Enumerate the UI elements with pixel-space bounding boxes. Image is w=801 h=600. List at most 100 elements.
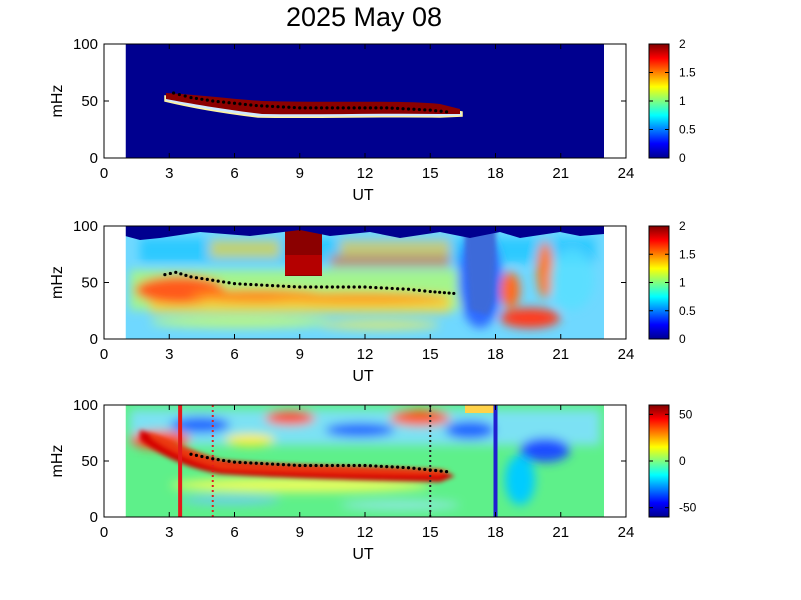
track-point <box>385 286 389 290</box>
track-point <box>444 470 449 474</box>
track-point <box>216 458 220 462</box>
track-point <box>281 463 286 467</box>
track-point <box>194 276 199 280</box>
colorbar-tick-label: 50 <box>679 407 693 421</box>
track-point <box>368 464 373 468</box>
y-tick-label: 0 <box>90 509 98 526</box>
track-point <box>314 106 318 110</box>
colorbar-tick-label: -50 <box>679 501 697 515</box>
track-point <box>447 291 451 295</box>
x-tick-label: 15 <box>422 524 439 541</box>
track-point <box>438 290 442 294</box>
track-point <box>189 95 193 100</box>
track-point <box>254 283 258 287</box>
track-point <box>260 104 264 108</box>
track-point <box>428 468 432 472</box>
track-point <box>347 106 351 110</box>
track-point <box>184 273 188 277</box>
track-point <box>385 106 389 110</box>
track-point <box>434 468 438 473</box>
track-point <box>309 106 313 110</box>
track-point <box>227 101 231 105</box>
track-point <box>172 91 176 95</box>
y-tick-label: 100 <box>73 397 98 414</box>
track-point <box>205 277 209 281</box>
x-tick-label: 21 <box>552 346 569 363</box>
y-tick-label: 50 <box>81 93 98 110</box>
track-point <box>303 285 307 289</box>
track-point <box>232 460 237 464</box>
track-point <box>298 285 302 289</box>
x-tick-label: 15 <box>422 165 439 182</box>
track-point <box>352 285 356 289</box>
track-point <box>287 284 291 289</box>
panel-3 <box>125 405 604 517</box>
track-point <box>287 463 291 467</box>
x-tick-label: 0 <box>100 165 108 182</box>
y-tick-label: 50 <box>81 275 98 292</box>
track-point <box>292 105 296 110</box>
track-point <box>254 461 258 465</box>
page-title: 2025 May 08 <box>285 2 443 32</box>
track-point <box>243 102 247 107</box>
track-point <box>330 463 334 468</box>
track-point <box>163 272 167 277</box>
x-tick-label: 6 <box>230 524 238 541</box>
colorbar-tick-label: 0 <box>679 151 686 165</box>
x-tick-label: 0 <box>100 346 108 363</box>
x-tick-label: 9 <box>296 524 304 541</box>
track-point <box>281 284 286 288</box>
track-point <box>265 462 269 466</box>
track-point <box>309 463 313 468</box>
x-tick-label: 3 <box>165 524 173 541</box>
track-point <box>222 100 226 104</box>
track-3 <box>189 452 449 474</box>
x-tick-label: 12 <box>357 524 374 541</box>
colorbar-tick-label: 1 <box>679 276 686 290</box>
track-point <box>401 287 405 291</box>
track-point <box>452 291 456 296</box>
track-point <box>401 107 405 111</box>
track-point <box>439 109 443 113</box>
track-point <box>179 272 183 276</box>
track-point <box>428 108 432 112</box>
track-point <box>177 92 181 97</box>
x-tick-label: 24 <box>618 165 635 182</box>
track-point <box>222 458 226 463</box>
track-point <box>423 108 427 112</box>
track-point <box>330 106 334 110</box>
track-point <box>439 469 443 473</box>
x-tick-label: 18 <box>487 524 504 541</box>
track-point <box>200 97 204 101</box>
track-point <box>352 463 356 468</box>
track-point <box>216 99 220 104</box>
y-tick-label: 0 <box>90 150 98 167</box>
track-point <box>319 285 324 289</box>
track-point <box>276 462 280 466</box>
track-point <box>270 284 275 288</box>
track-point <box>423 289 427 293</box>
track-point <box>232 282 237 286</box>
track-point <box>249 461 253 465</box>
track-point <box>200 276 204 281</box>
track-point <box>374 106 378 110</box>
track-point <box>243 461 247 465</box>
track-point <box>390 286 394 291</box>
x-tick-label: 21 <box>552 524 569 541</box>
track-point <box>396 287 400 291</box>
track-point <box>319 463 324 468</box>
x-tick-label: 18 <box>487 165 504 182</box>
track-point <box>412 288 416 292</box>
track-point <box>260 461 264 466</box>
track-point <box>222 280 226 284</box>
colorbar-tick-label: 1.5 <box>679 247 696 261</box>
track-point <box>428 289 432 294</box>
x-tick-label: 18 <box>487 346 504 363</box>
track-point <box>319 106 324 110</box>
x-tick-label: 6 <box>230 346 238 363</box>
track-point <box>325 106 329 110</box>
track-point <box>417 107 421 112</box>
track-point <box>434 109 438 113</box>
track-point <box>357 285 362 289</box>
x-tick-label: 12 <box>357 165 374 182</box>
